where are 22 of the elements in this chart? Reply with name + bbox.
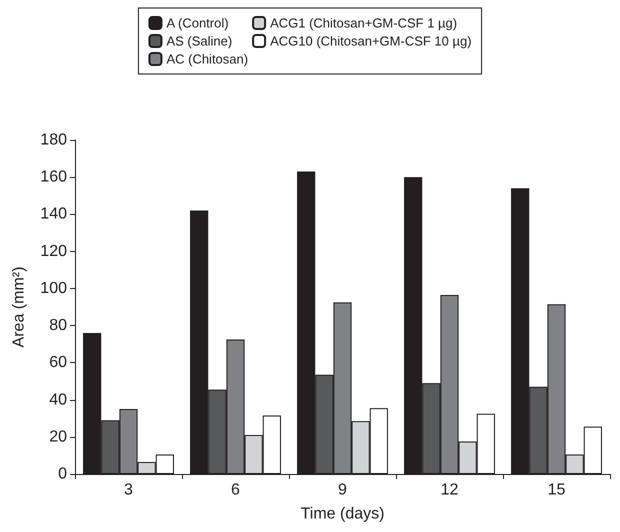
legend-label: ACG1 (Chitosan+GM-CSF 1 µg): [270, 16, 458, 30]
y-tick-label: 100: [40, 280, 68, 297]
y-tick-label: 120: [40, 242, 68, 260]
y-tick-label: 80: [49, 317, 68, 334]
x-tick-label: 15: [548, 482, 566, 498]
legend-label: AC (Chitosan): [166, 52, 248, 66]
y-tick-label: 180: [40, 132, 68, 148]
x-axis-title: Time (days): [300, 506, 384, 522]
y-tick-label: 20: [49, 428, 68, 446]
x-tick-label: 3: [124, 482, 134, 498]
y-tick-label: 160: [40, 168, 68, 186]
legend-label: AS (Saline): [166, 34, 232, 48]
y-tick-label: 140: [40, 206, 68, 223]
legend-label: ACG10 (Chitosan+GM-CSF 10 µg): [270, 34, 472, 48]
y-axis-title: Area (mm²): [10, 266, 28, 348]
y-tick-label: 0: [58, 466, 68, 482]
y-tick-label: 40: [49, 391, 68, 408]
legend-label: A (Control): [166, 16, 229, 30]
x-tick-label: 9: [338, 482, 348, 498]
x-tick-label: 12: [440, 482, 458, 498]
y-tick-label: 60: [49, 354, 68, 372]
x-tick-label: 6: [231, 482, 240, 498]
